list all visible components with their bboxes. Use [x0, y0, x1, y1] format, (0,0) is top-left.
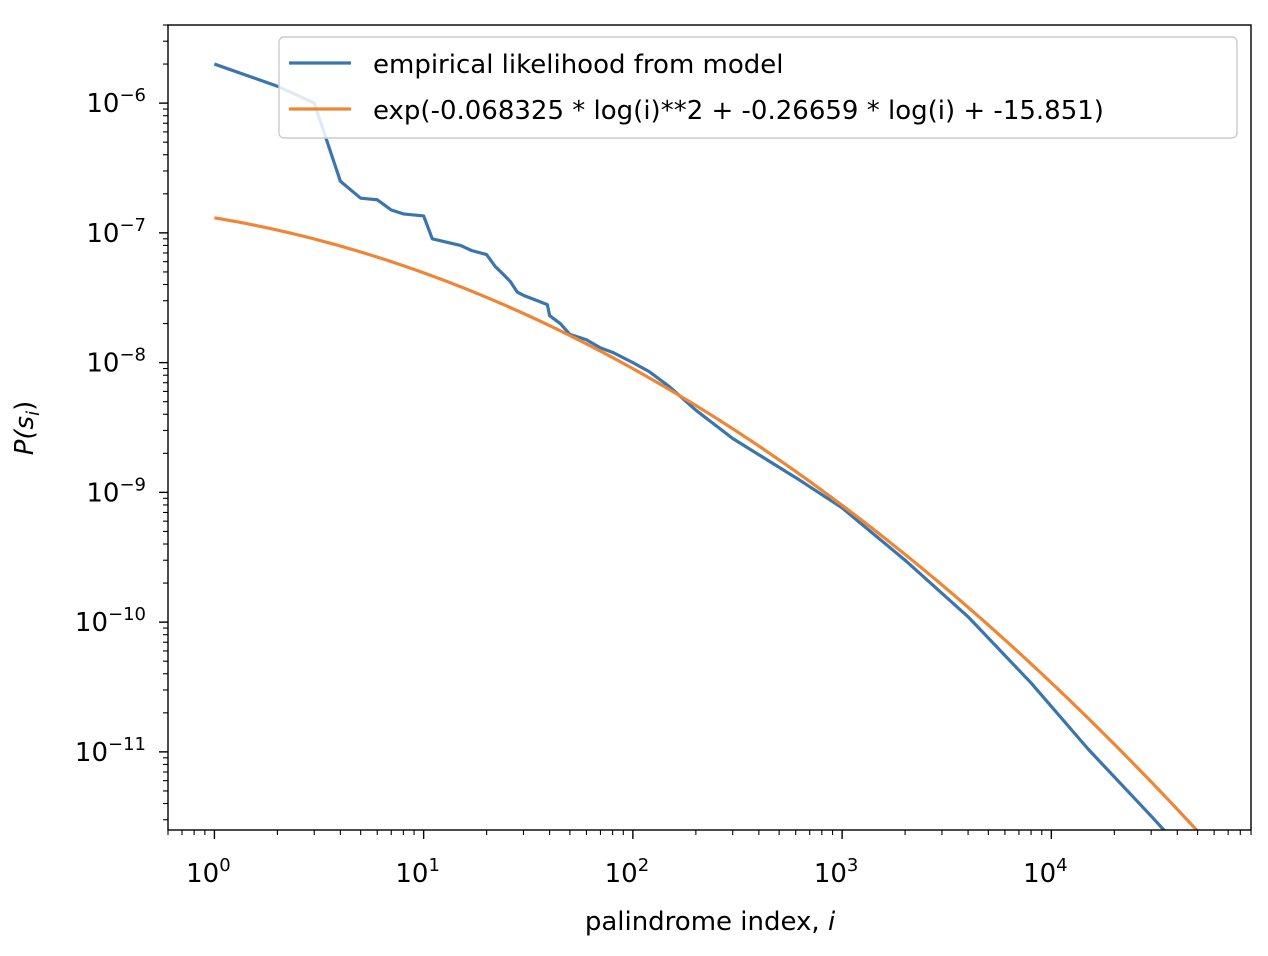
series-line-empirical-likelihood [213, 62, 1167, 830]
plot-frame [167, 24, 1252, 831]
y-major-ticks [159, 102, 168, 753]
legend-label-empirical: empirical likelihood from model [373, 50, 784, 80]
legend: empirical likelihood from model exp(-0.0… [278, 36, 1238, 139]
legend-box [278, 36, 1238, 139]
y-tick-label: 10−6 [86, 85, 146, 119]
y-tick-label: 10−8 [86, 345, 146, 379]
x-major-ticks [213, 830, 1053, 839]
y-minor-ticks [163, 24, 168, 821]
x-tick-label: 103 [814, 855, 859, 889]
series-line-exp-fit [214, 216, 1199, 830]
x-tick-label: 101 [395, 855, 440, 889]
y-axis-label: P(si) [10, 401, 44, 456]
x-tick-label: 102 [605, 855, 650, 889]
y-tick-label: 10−7 [86, 215, 146, 249]
x-minor-ticks [167, 830, 1252, 835]
x-tick-label: 100 [186, 855, 231, 889]
y-tick-label: 10−9 [86, 474, 146, 508]
y-tick-label: 10−11 [75, 734, 146, 768]
legend-label-exp-fit: exp(-0.068325 * log(i)**2 + -0.26659 * l… [373, 96, 1104, 126]
x-axis-label: palindrome index, i [585, 907, 836, 937]
x-tick-labels: 100 101 102 103 104 [186, 855, 1067, 889]
x-tick-label: 104 [1023, 855, 1068, 889]
y-tick-labels: 10−6 10−7 10−8 10−9 10−10 10−11 [75, 85, 146, 768]
y-tick-label: 10−10 [75, 604, 146, 638]
